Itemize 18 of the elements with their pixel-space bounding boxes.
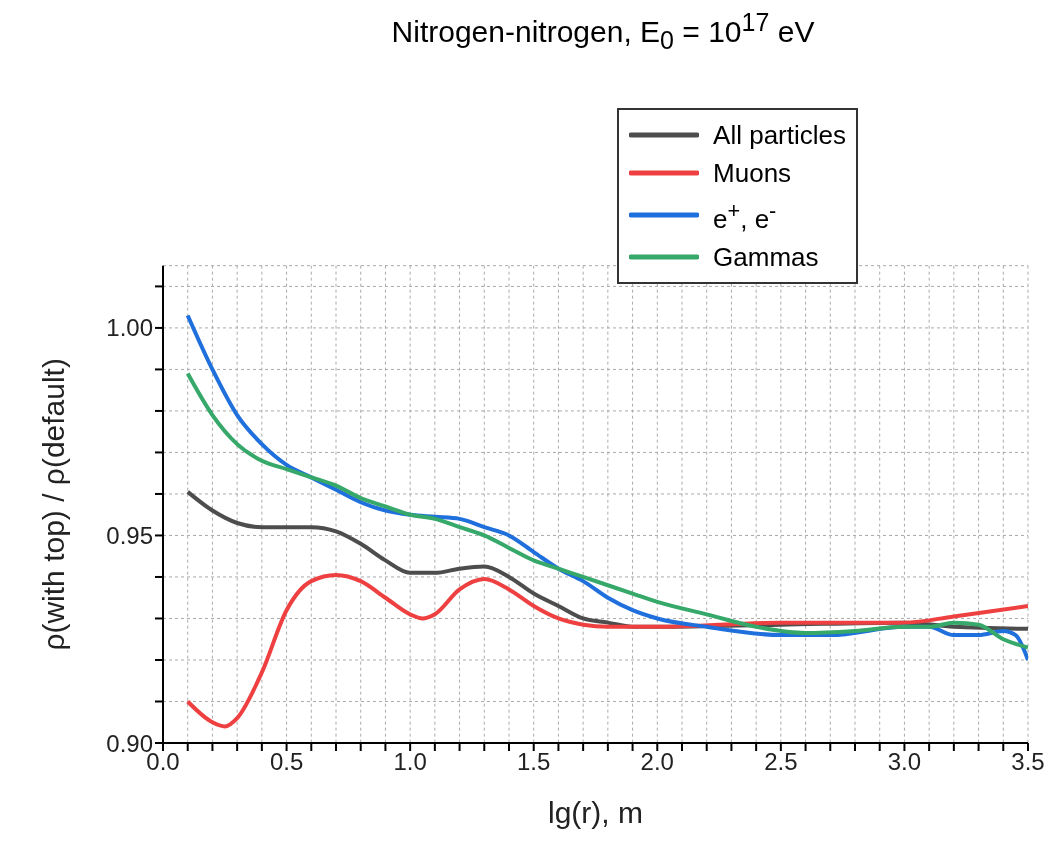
legend-label: Gammas [713,240,819,274]
x-tick-label: 3.0 [887,748,922,776]
x-tick-label: 1.0 [393,748,427,776]
y-axis-title: ρ(with top) / ρ(default) [36,358,70,651]
line-series [185,371,1028,650]
chart-title: Nitrogen-nitrogen, E$_{0}$ = 10$^{17}$ eV [390,8,816,55]
x-tick-label: 2.0 [640,748,674,776]
legend-label: Muons [713,157,792,190]
legend-label: e$^{+}$, e$^{-}$ [713,197,777,236]
line-series [185,572,1028,729]
x-axis-title: lg(r), m [548,796,643,829]
y-tick-label: 0.95 [106,521,153,549]
x-tick-label: 2.5 [764,748,798,776]
legend-label: All particles [713,119,846,152]
x-tick-label: 3.5 [1011,748,1045,776]
x-tick-label: 0.5 [269,748,304,776]
y-tick-label: 1.00 [106,314,153,342]
x-tick-label: 1.5 [517,748,551,776]
